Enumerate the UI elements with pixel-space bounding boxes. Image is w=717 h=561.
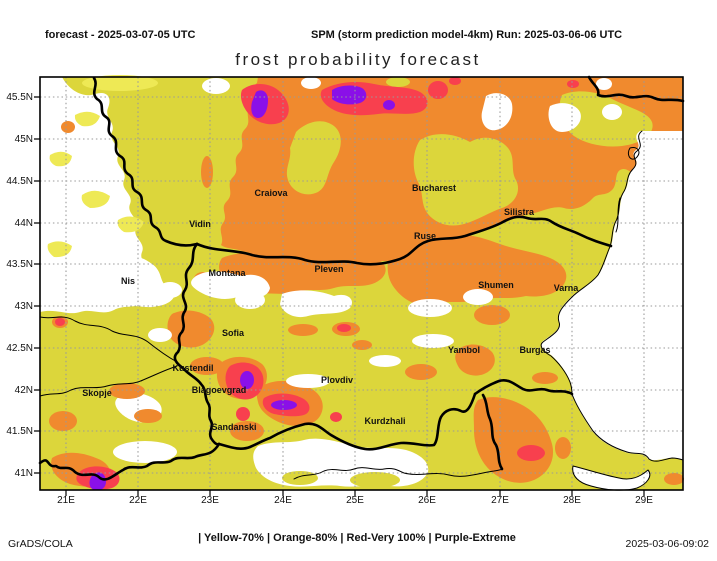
white-holes-and-sea	[148, 77, 683, 491]
city-label-kurdzhali: Kurdzhali	[364, 416, 405, 426]
lat-tick-label: 43N	[15, 301, 33, 312]
city-label-blagoevgrad: Blagoevgrad	[192, 385, 247, 395]
timestamp: 2025-03-06-09:02	[626, 538, 710, 550]
coastline-danube-delta	[615, 147, 640, 233]
border-macedonia-south	[39, 365, 178, 397]
lon-tick-label: 28E	[563, 495, 581, 506]
lat-tick-label: 44N	[15, 218, 33, 229]
grads-credit: GrADS/COLA	[8, 538, 73, 550]
city-label-ruse: Ruse	[414, 231, 436, 241]
lon-axis-labels: 21E 22E 23E 24E 25E 26E 27E 28E 29E	[57, 495, 653, 506]
lat-tick-label: 41N	[15, 468, 33, 479]
header-right: SPM (storm prediction model-4km) Run: 20…	[311, 29, 622, 41]
city-label-craiova: Craiova	[254, 188, 288, 198]
lon-ticks	[65, 490, 645, 496]
city-label-yambol: Yambol	[448, 345, 480, 355]
borders-layer	[38, 75, 685, 491]
border-bulgaria-turkey	[473, 379, 574, 396]
page-title: frost probability forecast	[235, 50, 480, 69]
lat-tick-label: 41.5N	[6, 426, 33, 437]
coastline-black-sea	[540, 130, 643, 395]
coastline-marmara	[572, 465, 651, 491]
color-legend: | Yellow-70% | Orange-80% | Red-Very 100…	[198, 532, 516, 544]
lon-tick-label: 25E	[346, 495, 364, 506]
lat-tick-label: 42N	[15, 385, 33, 396]
lat-ticks	[34, 96, 40, 474]
border-macedonia-north	[39, 316, 185, 369]
border-serbia-romania	[92, 76, 199, 247]
lon-tick-label: 26E	[418, 495, 436, 506]
probability-shading-layer	[40, 75, 684, 491]
city-labels: Craiova Bucharest Vidin Silistra Ruse Mo…	[82, 183, 579, 432]
lon-tick-label: 27E	[491, 495, 509, 506]
city-label-shumen: Shumen	[478, 280, 514, 290]
lat-tick-label: 44.5N	[6, 176, 33, 187]
city-label-silistra: Silistra	[504, 207, 535, 217]
grid-layer	[40, 77, 683, 490]
yellow-intrusions-north	[286, 77, 653, 226]
black-sea	[541, 131, 683, 461]
border-bulgaria-greece	[217, 392, 477, 451]
lon-tick-label: 23E	[201, 495, 219, 506]
city-label-kustendil: Kustendil	[172, 363, 213, 373]
lon-tick-label: 21E	[57, 495, 75, 506]
purple-regions	[89, 85, 395, 491]
sea-of-marmara	[572, 466, 650, 491]
lat-axis-labels: 45.5N 45N 44.5N 44N 43.5N 43N 42.5N 42N …	[6, 92, 33, 479]
city-label-burgas: Burgas	[519, 345, 550, 355]
lon-tick-label: 22E	[129, 495, 147, 506]
map-frame	[34, 76, 684, 496]
border-greece-turkey	[481, 393, 504, 471]
city-label-pleven: Pleven	[314, 264, 343, 274]
city-label-varna: Varna	[554, 283, 580, 293]
city-label-bucharest: Bucharest	[412, 183, 456, 193]
city-label-nis: Nis	[121, 276, 135, 286]
header-left: forecast - 2025-03-07-05 UTC	[45, 29, 195, 41]
coastline-aegean	[293, 467, 503, 480]
lat-tick-label: 45.5N	[6, 92, 33, 103]
city-label-plovdiv: Plovdiv	[321, 375, 353, 385]
border-romania-northeast	[587, 75, 685, 103]
city-label-montana: Montana	[209, 268, 247, 278]
border-greece-west	[38, 442, 221, 481]
city-label-skopje: Skopje	[82, 388, 112, 398]
lat-tick-label: 43.5N	[6, 259, 33, 270]
city-label-sandanski: Sandanski	[211, 422, 256, 432]
coastline-turkey	[571, 393, 684, 462]
city-label-vidin: Vidin	[189, 219, 211, 229]
city-label-sofia: Sofia	[222, 328, 245, 338]
lon-tick-label: 24E	[274, 495, 292, 506]
border-bulgaria-romania-danube	[195, 215, 613, 266]
lat-tick-label: 42.5N	[6, 343, 33, 354]
lon-tick-label: 29E	[635, 495, 653, 506]
lat-tick-label: 45N	[15, 134, 33, 145]
